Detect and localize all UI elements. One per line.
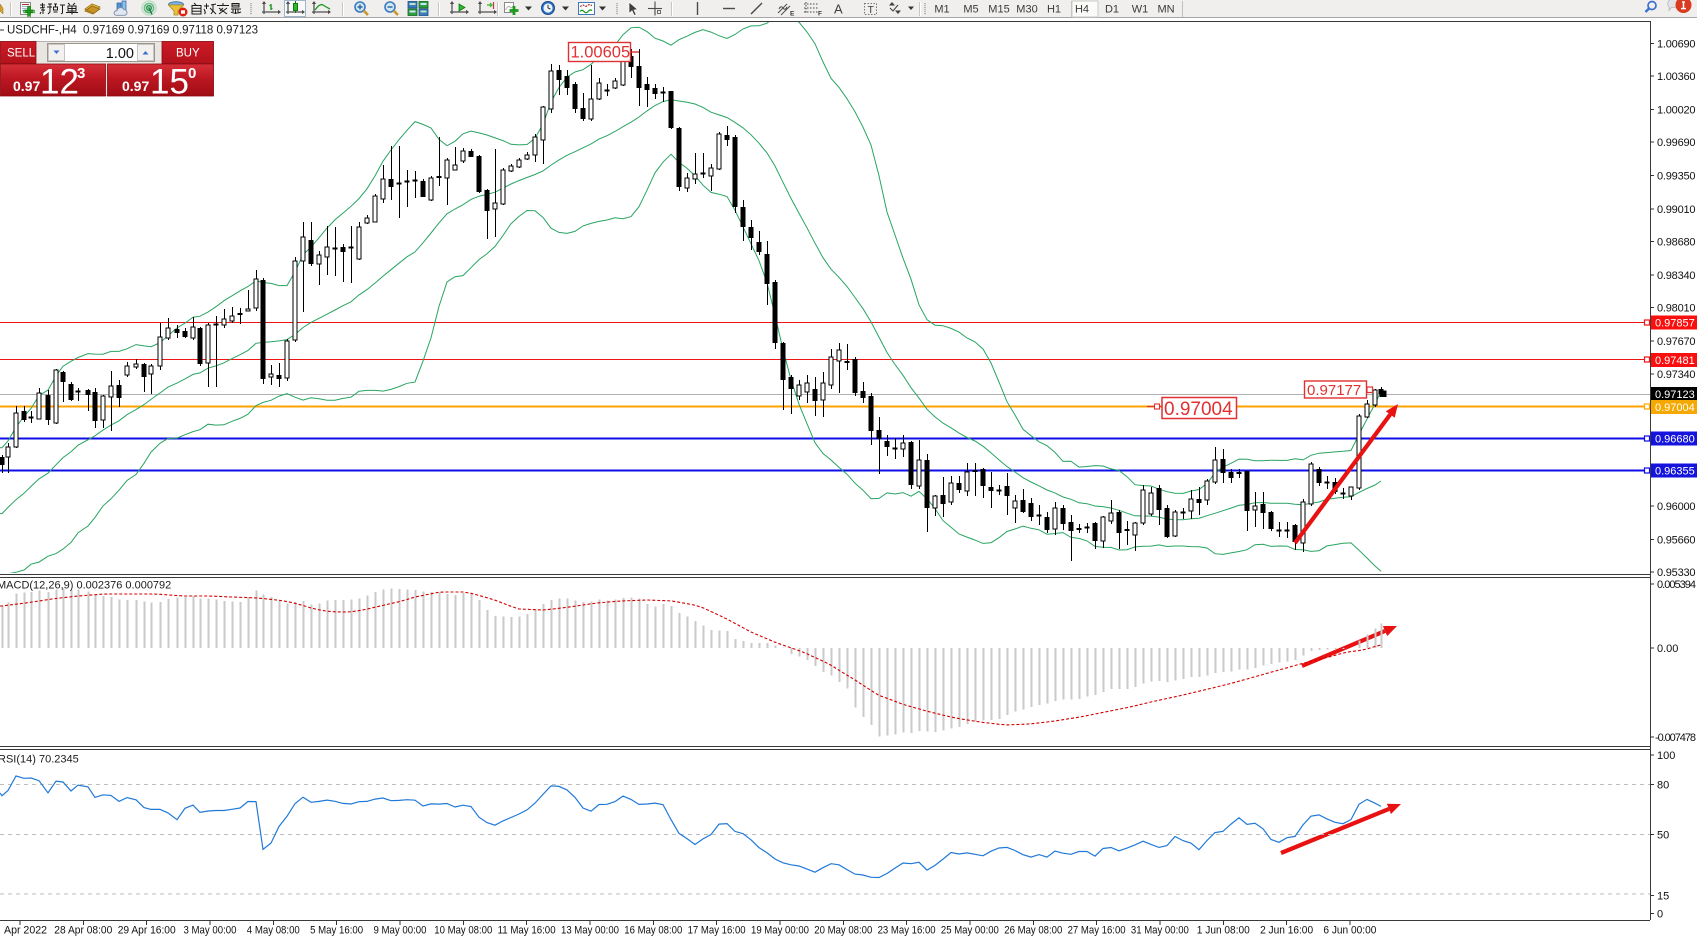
svg-text:0.97670: 0.97670: [1657, 336, 1696, 348]
svg-text:1.00020: 1.00020: [1657, 105, 1696, 117]
svg-text:80: 80: [1657, 780, 1669, 792]
svg-text:USDCHF-,H4 0.97169 0.97169 0.: USDCHF-,H4 0.97169 0.97169 0.97118 0.971…: [7, 25, 258, 37]
svg-text:16 May 08:00: 16 May 08:00: [624, 925, 682, 937]
svg-text:0.98010: 0.98010: [1657, 303, 1696, 315]
svg-text:4 May 08:00: 4 May 08:00: [247, 925, 300, 937]
svg-text:W1: W1: [1132, 4, 1149, 16]
svg-text:1.00605: 1.00605: [571, 44, 631, 62]
svg-text:H4: H4: [1075, 4, 1089, 16]
svg-text:MACD(12,26,9) 0.002376 0.00079: MACD(12,26,9) 0.002376 0.000792: [0, 580, 171, 592]
svg-text:-0.007478: -0.007478: [1655, 732, 1696, 744]
svg-text:1.00690: 1.00690: [1657, 38, 1696, 50]
svg-text:F: F: [818, 11, 822, 18]
svg-text:31 May 00:00: 31 May 00:00: [1131, 925, 1189, 937]
svg-text:0.95660: 0.95660: [1657, 535, 1696, 547]
svg-text:5 May 16:00: 5 May 16:00: [310, 925, 363, 937]
svg-text:100: 100: [1657, 750, 1675, 762]
svg-text:2 Jun 16:00: 2 Jun 16:00: [1260, 925, 1313, 937]
svg-text:15: 15: [1657, 891, 1669, 903]
svg-text:0.98680: 0.98680: [1657, 237, 1696, 249]
svg-text:20 May 08:00: 20 May 08:00: [814, 925, 872, 937]
svg-text:1.00: 1.00: [106, 46, 134, 62]
svg-text:27 May 16:00: 27 May 16:00: [1068, 925, 1126, 937]
svg-text:0.97177: 0.97177: [1307, 382, 1361, 399]
svg-text:50: 50: [1657, 830, 1669, 842]
svg-text:0: 0: [188, 65, 196, 82]
svg-text:RSI(14) 70.2345: RSI(14) 70.2345: [0, 754, 79, 766]
svg-text:0.97004: 0.97004: [1164, 399, 1233, 420]
svg-text:D1: D1: [1105, 4, 1119, 16]
svg-text:0.96000: 0.96000: [1657, 501, 1696, 513]
svg-text:11 May 16:00: 11 May 16:00: [498, 925, 556, 937]
svg-text:0.005394: 0.005394: [1657, 579, 1696, 591]
svg-text:0.98340: 0.98340: [1657, 270, 1696, 282]
svg-text:H1: H1: [1047, 4, 1061, 16]
svg-text:M5: M5: [963, 4, 978, 16]
svg-text:0.97: 0.97: [13, 78, 40, 94]
svg-text:0.95330: 0.95330: [1657, 567, 1696, 579]
svg-text:M30: M30: [1016, 4, 1037, 16]
svg-text:SELL: SELL: [7, 48, 36, 60]
svg-text:E: E: [790, 11, 795, 18]
svg-text:23 May 16:00: 23 May 16:00: [878, 925, 936, 937]
svg-text:0.97: 0.97: [122, 78, 149, 94]
svg-text:MN: MN: [1157, 4, 1174, 16]
svg-text:1.00360: 1.00360: [1657, 71, 1696, 83]
svg-text:12: 12: [40, 63, 79, 102]
svg-text:13 May 00:00: 13 May 00:00: [561, 925, 619, 937]
svg-text:T: T: [868, 4, 875, 16]
svg-text:0.97340: 0.97340: [1657, 369, 1696, 381]
svg-text:29 Apr 16:00: 29 Apr 16:00: [118, 925, 176, 937]
svg-text:0.99690: 0.99690: [1657, 137, 1696, 149]
svg-text:Apr 2022: Apr 2022: [4, 925, 47, 937]
svg-text:0.96680: 0.96680: [1655, 434, 1695, 446]
svg-text:1 Jun 08:00: 1 Jun 08:00: [1197, 925, 1250, 937]
svg-text:0.97857: 0.97857: [1655, 318, 1695, 330]
svg-text:0.97123: 0.97123: [1655, 389, 1695, 401]
svg-text:25 May 00:00: 25 May 00:00: [941, 925, 999, 937]
svg-text:0.97481: 0.97481: [1655, 355, 1695, 367]
svg-text:M15: M15: [988, 4, 1009, 16]
svg-text:26 May 08:00: 26 May 08:00: [1004, 925, 1062, 937]
svg-text:A: A: [834, 2, 843, 17]
svg-text:0.00: 0.00: [1657, 643, 1678, 655]
svg-text:3 May 00:00: 3 May 00:00: [184, 925, 237, 937]
svg-text:M1: M1: [934, 4, 949, 16]
svg-text:0.96355: 0.96355: [1655, 466, 1695, 478]
svg-text:0.99350: 0.99350: [1657, 171, 1696, 183]
svg-text:3: 3: [77, 65, 85, 82]
svg-text:0: 0: [1657, 909, 1663, 921]
svg-text:0.99010: 0.99010: [1657, 204, 1696, 216]
svg-text:17 May 16:00: 17 May 16:00: [688, 925, 746, 937]
svg-text:28 Apr 08:00: 28 Apr 08:00: [54, 925, 112, 937]
svg-text:9 May 00:00: 9 May 00:00: [374, 925, 427, 937]
svg-text:6 Jun 00:00: 6 Jun 00:00: [1323, 925, 1376, 937]
svg-text:10 May 08:00: 10 May 08:00: [434, 925, 492, 937]
svg-text:15: 15: [150, 63, 189, 102]
svg-text:BUY: BUY: [176, 48, 200, 60]
svg-text:0.97004: 0.97004: [1655, 402, 1695, 414]
svg-text:19 May 00:00: 19 May 00:00: [751, 925, 809, 937]
